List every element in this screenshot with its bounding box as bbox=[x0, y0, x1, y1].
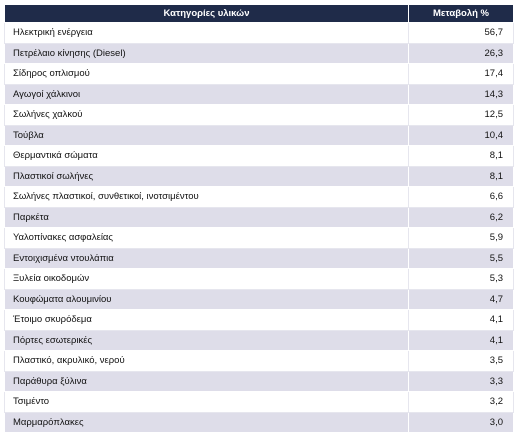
table-row: Παρκέτα 6,2 bbox=[4, 206, 514, 228]
table-row: Τσιμέντο 3,2 bbox=[4, 391, 514, 413]
table-row: Παράθυρα ξύλινα 3,3 bbox=[4, 370, 514, 392]
change-cell: 12,5 bbox=[408, 104, 514, 126]
category-cell: Ξυλεία οικοδομών bbox=[4, 268, 409, 290]
table-row: Υαλοπίνακες ασφαλείας 5,9 bbox=[4, 227, 514, 249]
table-row: Σίδηρος οπλισμού 17,4 bbox=[4, 63, 514, 85]
change-cell: 26,3 bbox=[408, 42, 514, 64]
table-row: Θερμαντικά σώματα 8,1 bbox=[4, 145, 514, 167]
category-cell: Πλαστικοί σωλήνες bbox=[4, 165, 409, 187]
table-row: Τούβλα 10,4 bbox=[4, 124, 514, 146]
category-cell: Τούβλα bbox=[4, 124, 409, 146]
category-cell: Εντοιχισμένα ντουλάπια bbox=[4, 247, 409, 269]
table-row: Κουφώματα αλουμινίου 4,7 bbox=[4, 288, 514, 310]
category-cell: Σωλήνες χαλκού bbox=[4, 104, 409, 126]
change-cell: 4,7 bbox=[408, 288, 514, 310]
table-row: Σωλήνες χαλκού 12,5 bbox=[4, 104, 514, 126]
table-row: Ξυλεία οικοδομών 5,3 bbox=[4, 268, 514, 290]
change-cell: 3,2 bbox=[408, 391, 514, 413]
header-cell: Κατηγορίες υλικών bbox=[4, 4, 409, 23]
change-cell: 8,1 bbox=[408, 165, 514, 187]
table-row: Εντοιχισμένα ντουλάπια 5,5 bbox=[4, 247, 514, 269]
header-cell: Μεταβολή % bbox=[408, 4, 514, 23]
category-cell: Αγωγοί χάλκινοι bbox=[4, 83, 409, 105]
table-row: Σωλήνες πλαστικοί, συνθετικοί, ινοτσιμέν… bbox=[4, 186, 514, 208]
table-row: Πετρέλαιο κίνησης (Diesel) 26,3 bbox=[4, 42, 514, 64]
table-row: Μαρμαρόπλακες 3,0 bbox=[4, 411, 514, 433]
table-row: Αγωγοί χάλκινοι 14,3 bbox=[4, 83, 514, 105]
change-cell: 5,9 bbox=[408, 227, 514, 249]
table-body: Ηλεκτρική ενέργεια 56,7 Πετρέλαιο κίνησης … bbox=[4, 22, 514, 433]
change-cell: 6,2 bbox=[408, 206, 514, 228]
category-cell: Πόρτες εσωτερικές bbox=[4, 329, 409, 351]
change-cell: 3,3 bbox=[408, 370, 514, 392]
change-cell: 5,3 bbox=[408, 268, 514, 290]
category-cell: Πλαστικό, ακρυλικό, νερού bbox=[4, 350, 409, 372]
change-cell: 5,5 bbox=[408, 247, 514, 269]
materials-table: Κατηγορίες υλικών Μεταβολή % Ηλεκτρική ε… bbox=[4, 4, 514, 433]
change-cell: 6,6 bbox=[408, 186, 514, 208]
category-cell: Μαρμαρόπλακες bbox=[4, 411, 409, 433]
change-cell: 10,4 bbox=[408, 124, 514, 146]
category-cell: Παρκέτα bbox=[4, 206, 409, 228]
category-cell: Ηλεκτρική ενέργεια bbox=[4, 22, 409, 44]
category-cell: Θερμαντικά σώματα bbox=[4, 145, 409, 167]
table-row: Πλαστικό, ακρυλικό, νερού 3,5 bbox=[4, 350, 514, 372]
change-cell: 14,3 bbox=[408, 83, 514, 105]
category-cell: Υαλοπίνακες ασφαλείας bbox=[4, 227, 409, 249]
change-cell: 3,0 bbox=[408, 411, 514, 433]
category-cell: Σίδηρος οπλισμού bbox=[4, 63, 409, 85]
table-header: Κατηγορίες υλικών Μεταβολή % bbox=[4, 4, 514, 23]
category-cell: Κουφώματα αλουμινίου bbox=[4, 288, 409, 310]
table-row: Ηλεκτρική ενέργεια 56,7 bbox=[4, 22, 514, 44]
table-row: Πόρτες εσωτερικές 4,1 bbox=[4, 329, 514, 351]
change-cell: 3,5 bbox=[408, 350, 514, 372]
category-cell: Τσιμέντο bbox=[4, 391, 409, 413]
change-cell: 4,1 bbox=[408, 329, 514, 351]
category-cell: Έτοιμο σκυρόδεμα bbox=[4, 309, 409, 331]
table-row: Πλαστικοί σωλήνες 8,1 bbox=[4, 165, 514, 187]
category-cell: Σωλήνες πλαστικοί, συνθετικοί, ινοτσιμέν… bbox=[4, 186, 409, 208]
change-cell: 56,7 bbox=[408, 22, 514, 44]
category-cell: Παράθυρα ξύλινα bbox=[4, 370, 409, 392]
header-row: Κατηγορίες υλικών Μεταβολή % bbox=[4, 4, 514, 23]
change-cell: 8,1 bbox=[408, 145, 514, 167]
change-cell: 4,1 bbox=[408, 309, 514, 331]
change-cell: 17,4 bbox=[408, 63, 514, 85]
category-cell: Πετρέλαιο κίνησης (Diesel) bbox=[4, 42, 409, 64]
table-row: Έτοιμο σκυρόδεμα 4,1 bbox=[4, 309, 514, 331]
